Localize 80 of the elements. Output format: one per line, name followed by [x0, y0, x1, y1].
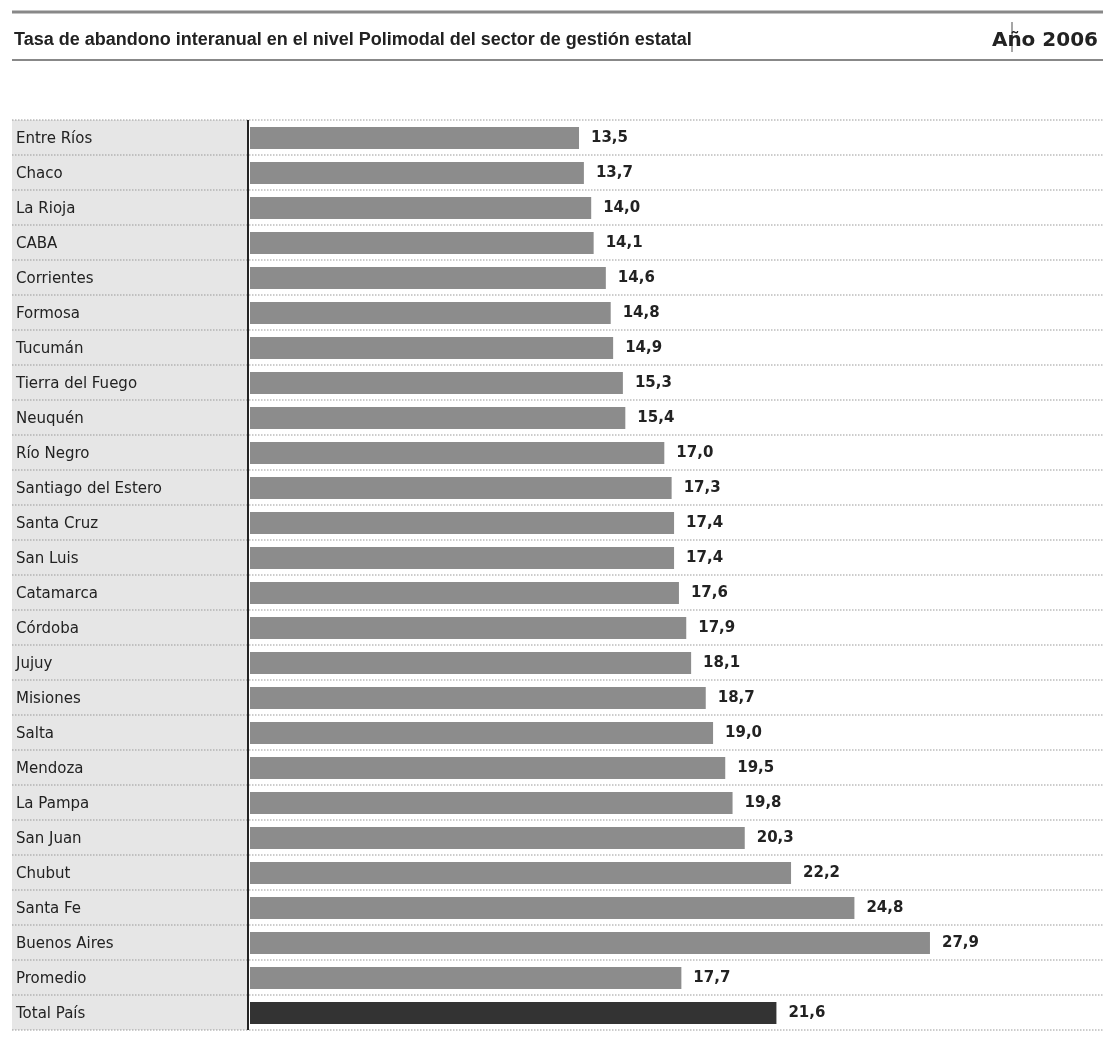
data-label: 15,3: [634, 373, 672, 391]
y-tick-label: Total País: [15, 1004, 86, 1022]
bar: [250, 547, 675, 569]
y-tick-label: Neuquén: [16, 409, 84, 427]
y-tick-label: Santiago del Estero: [16, 479, 163, 497]
bar: [250, 757, 726, 779]
y-tick-label: Salta: [16, 724, 54, 742]
data-label: 22,2: [803, 863, 841, 881]
bar: [250, 1002, 777, 1024]
data-label: 17,9: [698, 618, 736, 636]
y-tick-label: Santa Cruz: [16, 514, 99, 532]
data-label: 14,1: [605, 233, 643, 251]
y-tick-label: Catamarca: [16, 584, 98, 602]
data-label: 15,4: [637, 408, 675, 426]
y-tick-label: Tucumán: [15, 339, 84, 357]
data-label: 13,7: [595, 163, 633, 181]
y-tick-label: San Juan: [16, 829, 82, 847]
data-label: 19,0: [725, 723, 763, 741]
data-label: 21,6: [788, 1003, 826, 1021]
data-label: 17,4: [686, 513, 724, 531]
data-label: 24,8: [866, 898, 904, 916]
bar: [250, 267, 606, 289]
bar: [250, 967, 682, 989]
y-tick-label: Río Negro: [16, 444, 90, 462]
y-tick-label: La Rioja: [16, 199, 76, 217]
data-label: 14,6: [617, 268, 655, 286]
bar: [250, 652, 692, 674]
data-label: 13,5: [591, 128, 629, 146]
y-tick-label: Corrientes: [16, 269, 94, 287]
y-tick-label: Formosa: [16, 304, 80, 322]
bar: [250, 337, 614, 359]
bar: [250, 792, 733, 814]
data-label: 19,5: [737, 758, 775, 776]
bar: [250, 127, 580, 149]
bar: [250, 897, 855, 919]
data-label: 14,8: [622, 303, 660, 321]
bar: [250, 932, 930, 954]
data-label: 18,7: [717, 688, 755, 706]
y-tick-label: Misiones: [16, 689, 81, 707]
y-tick-label: Chubut: [16, 864, 71, 882]
bar: [250, 372, 623, 394]
bar: [250, 407, 626, 429]
y-tick-label: Santa Fe: [16, 899, 82, 917]
bar: [250, 862, 792, 884]
y-tick-label: Promedio: [16, 969, 87, 987]
y-tick-label: Chaco: [16, 164, 63, 182]
y-tick-label: Mendoza: [16, 759, 84, 777]
y-tick-label: Tierra del Fuego: [15, 374, 138, 392]
bar: [250, 197, 592, 219]
data-label: 17,3: [683, 478, 721, 496]
data-label: 17,6: [690, 583, 728, 601]
y-tick-label: Entre Ríos: [16, 129, 93, 147]
y-tick-label: San Luis: [16, 549, 79, 567]
data-label: 14,9: [625, 338, 663, 356]
bar: [250, 442, 665, 464]
bar: [250, 512, 675, 534]
y-tick-label: La Pampa: [16, 794, 90, 812]
y-tick-label: Buenos Aires: [16, 934, 114, 952]
data-label: 17,4: [686, 548, 724, 566]
data-label: 18,1: [703, 653, 741, 671]
y-tick-label: CABA: [16, 234, 59, 252]
data-label: 19,8: [744, 793, 782, 811]
y-tick-label: Córdoba: [16, 619, 79, 637]
bar: [250, 687, 706, 709]
chart-title: Tasa de abandono interanual en el nivel Polimodal del sector de gestión estatal: [14, 29, 692, 49]
y-tick-label: Jujuy: [15, 654, 53, 672]
bar: [250, 232, 594, 254]
data-label: 20,3: [756, 828, 794, 846]
bar: [250, 477, 672, 499]
bar: [250, 827, 745, 849]
bar: [250, 302, 611, 324]
data-label: 14,0: [603, 198, 641, 216]
data-label: 27,9: [941, 933, 979, 951]
chart-subtitle: Año 2006: [991, 27, 1098, 51]
bar: [250, 162, 584, 184]
data-label: 17,0: [676, 443, 714, 461]
data-label: 17,7: [693, 968, 731, 986]
bar: [250, 722, 714, 744]
bar: [250, 582, 679, 604]
bar: [250, 617, 687, 639]
